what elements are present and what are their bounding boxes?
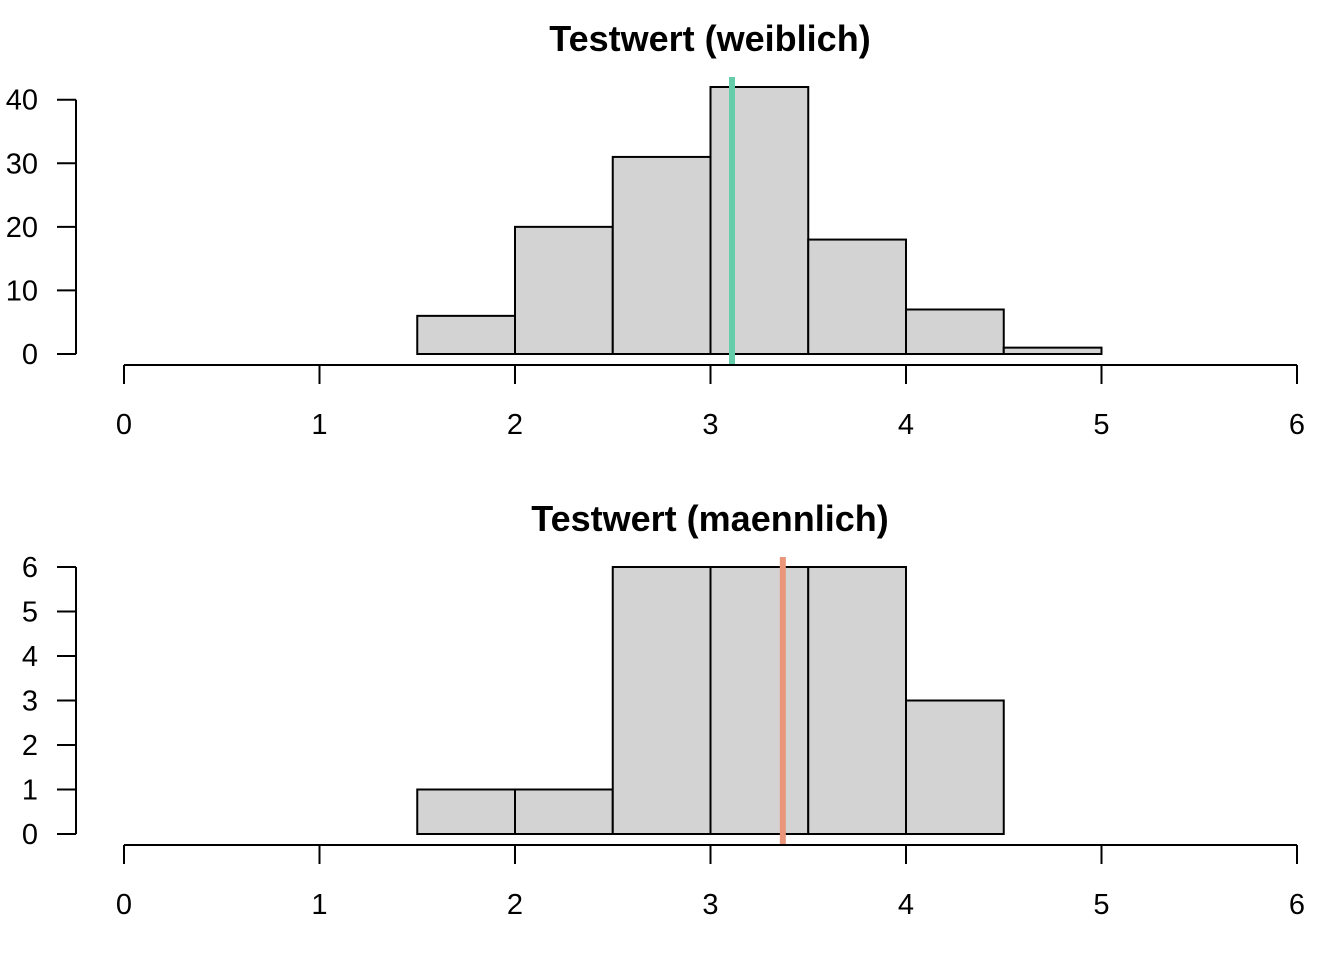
x-tick-label-maennlich-3: 3 [702,889,718,921]
histogram-bar-weiblich-6 [1002,346,1103,355]
y-tick-label-weiblich-1: 10 [6,275,38,307]
histogram-bar-maennlich-2 [611,566,712,835]
y-tick-label-maennlich-5: 5 [22,597,38,629]
y-tick-label-maennlich-0: 0 [22,819,38,851]
x-tick-label-maennlich-6: 6 [1289,889,1305,921]
x-tick-label-weiblich-0: 0 [116,409,132,441]
y-tick-label-maennlich-2: 2 [22,730,38,762]
histogram-bar-weiblich-3 [709,86,810,355]
x-tick-label-weiblich-2: 2 [507,409,523,441]
panel-maennlich: Testwert (maennlich) 0 1 2 3 4 5 6 0 1 2 3 4 5 6 [22,498,1305,921]
y-tick-label-weiblich-3: 30 [6,148,38,180]
y-tick-label-maennlich-3: 3 [22,686,38,718]
x-tick-label-weiblich-4: 4 [898,409,914,441]
panel-weiblich: Testwert (weiblich) 0 1 2 3 4 5 6 0 10 20 30 40 [6,18,1305,441]
chart-title-weiblich: Testwert (weiblich) [549,18,870,59]
histogram-bar-maennlich-3 [709,566,810,835]
histogram-bar-maennlich-1 [514,788,614,835]
x-tick-label-weiblich-3: 3 [702,409,718,441]
histogram-bar-weiblich-1 [514,225,614,356]
histogram-bar-weiblich-2 [611,155,712,355]
y-tick-label-maennlich-6: 6 [22,552,38,584]
histogram-bar-maennlich-4 [807,566,907,835]
y-tick-label-weiblich-2: 20 [6,212,38,244]
x-tick-label-weiblich-6: 6 [1289,409,1305,441]
x-tick-label-weiblich-1: 1 [311,409,327,441]
chart-title-maennlich: Testwert (maennlich) [531,498,888,539]
histogram-bar-maennlich-5 [905,699,1005,835]
y-tick-label-maennlich-1: 1 [22,775,38,807]
x-tick-label-weiblich-5: 5 [1093,409,1109,441]
x-tick-label-maennlich-4: 4 [898,889,914,921]
y-tick-label-weiblich-4: 40 [6,85,38,117]
histogram-bar-weiblich-4 [807,238,907,355]
x-tick-label-maennlich-1: 1 [311,889,327,921]
x-tick-label-maennlich-5: 5 [1093,889,1109,921]
x-tick-label-maennlich-2: 2 [507,889,523,921]
histogram-bar-weiblich-0 [416,314,516,356]
histogram-bar-weiblich-5 [905,308,1005,355]
x-tick-label-maennlich-0: 0 [116,889,132,921]
y-tick-label-maennlich-4: 4 [22,641,38,673]
histogram-bar-maennlich-0 [416,788,516,835]
y-tick-label-weiblich-0: 0 [22,339,38,371]
